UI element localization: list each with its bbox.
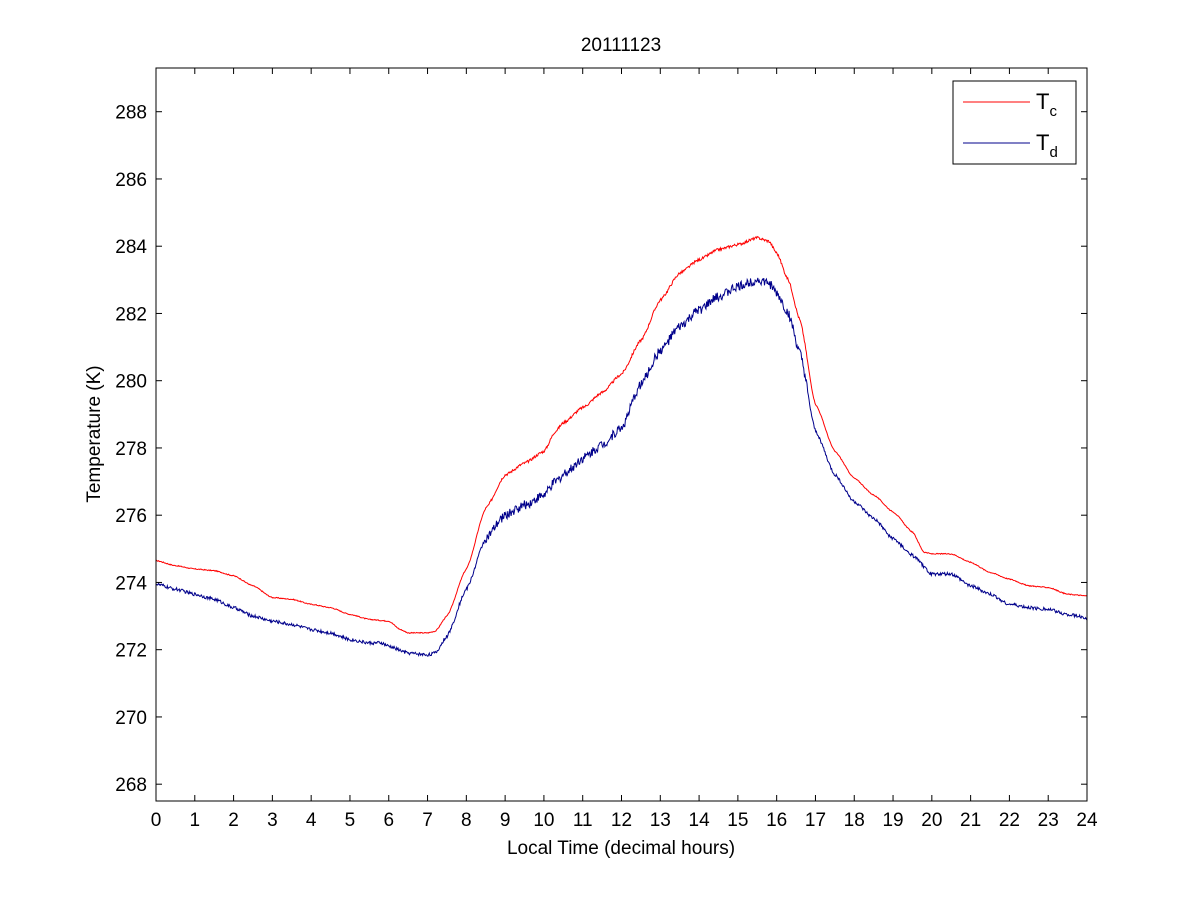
x-tick-label: 11 bbox=[573, 810, 593, 831]
x-tick-label: 23 bbox=[1038, 810, 1059, 831]
x-tick-label: 10 bbox=[533, 810, 554, 831]
series-line-c bbox=[155, 235, 1088, 635]
x-tick-label: 13 bbox=[650, 810, 671, 831]
plot-frame bbox=[155, 67, 1088, 802]
legend-label-c: Tc bbox=[1036, 89, 1057, 120]
x-tick-label: 15 bbox=[727, 810, 748, 831]
y-tick-label: 284 bbox=[115, 237, 147, 258]
x-tick-label: 4 bbox=[306, 810, 317, 831]
x-axis-title: Local Time (decimal hours) bbox=[507, 838, 735, 859]
y-tick-label: 274 bbox=[115, 573, 147, 594]
x-tick-label: 6 bbox=[383, 810, 394, 831]
x-tick-label: 14 bbox=[689, 810, 711, 831]
x-tick-label: 12 bbox=[611, 810, 632, 831]
x-tick-label: 5 bbox=[345, 810, 356, 831]
y-tick-label: 268 bbox=[115, 775, 147, 796]
y-tick-label: 280 bbox=[115, 372, 147, 393]
legend-label-d: Td bbox=[1036, 130, 1058, 161]
x-tick-label: 8 bbox=[461, 810, 472, 831]
series-layer bbox=[155, 235, 1088, 658]
ticks-layer: 0 1 2 3 4 5 6 7 8 9 10 11 12 13 14 15 16 17 18 19 20 21 22 23 24… bbox=[115, 68, 1098, 831]
y-axis-title: Temperature (K) bbox=[84, 365, 105, 502]
x-tick-label: 22 bbox=[999, 810, 1020, 831]
y-tick-label: 272 bbox=[115, 641, 147, 662]
x-tick-label: 9 bbox=[500, 810, 511, 831]
y-tick-label: 282 bbox=[115, 304, 147, 325]
series-line-d bbox=[155, 277, 1088, 658]
x-tick-label: 16 bbox=[766, 810, 787, 831]
x-tick-label: 0 bbox=[151, 810, 162, 831]
y-tick-label: 286 bbox=[115, 170, 147, 191]
x-tick-label: 19 bbox=[882, 810, 903, 831]
x-tick-label: 21 bbox=[960, 810, 981, 831]
legend: Tc Td bbox=[952, 80, 1077, 165]
y-tick-label: 288 bbox=[115, 103, 147, 124]
chart-title: 20111123 bbox=[581, 35, 661, 56]
legend-box bbox=[952, 80, 1077, 165]
x-tick-label: 3 bbox=[267, 810, 278, 831]
y-tick-label: 276 bbox=[115, 506, 147, 527]
y-tick-label: 278 bbox=[115, 439, 147, 460]
x-tick-label: 7 bbox=[422, 810, 433, 831]
x-tick-label: 18 bbox=[844, 810, 865, 831]
x-tick-label: 20 bbox=[921, 810, 942, 831]
y-tick-label: 270 bbox=[115, 708, 147, 729]
x-tick-label: 1 bbox=[190, 810, 201, 831]
plot-area bbox=[156, 68, 1087, 801]
x-tick-label: 24 bbox=[1076, 810, 1098, 831]
x-tick-label: 2 bbox=[228, 810, 239, 831]
x-tick-label: 17 bbox=[805, 810, 826, 831]
